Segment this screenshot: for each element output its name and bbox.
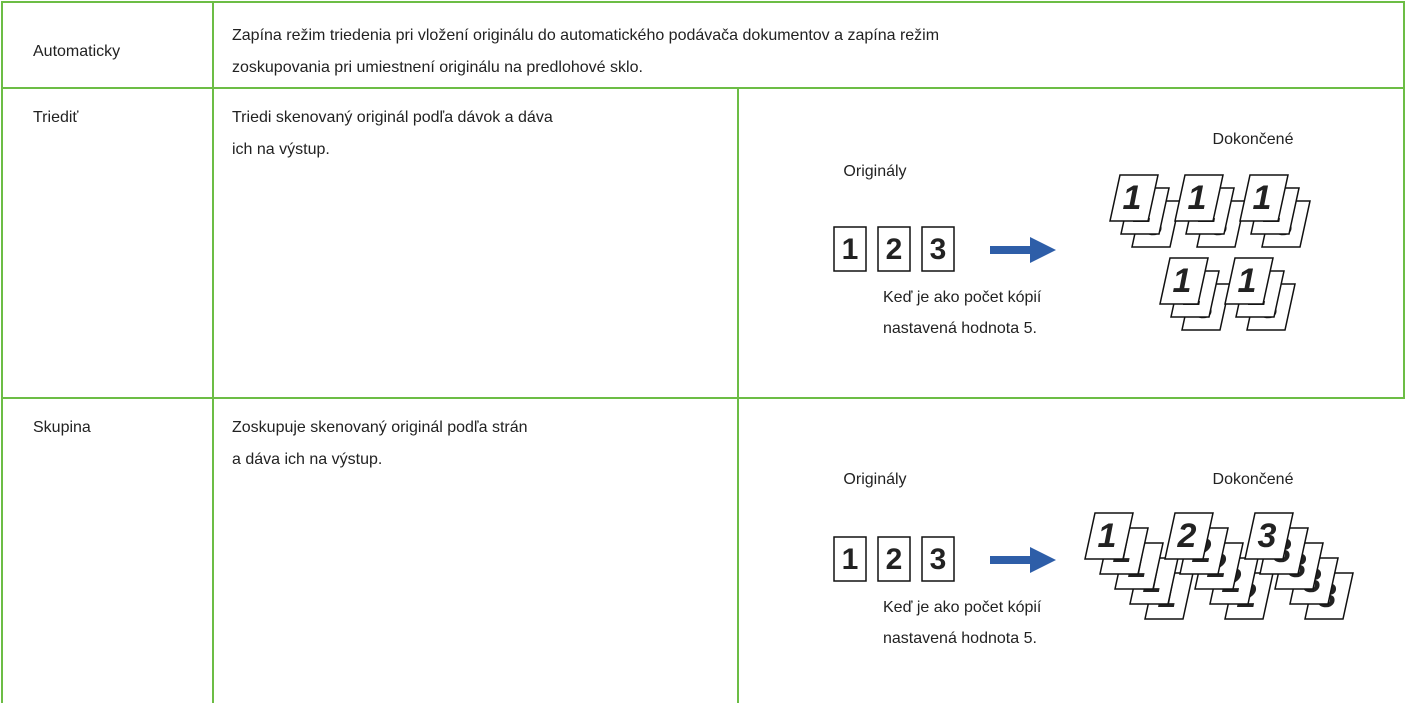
original-page [921, 226, 955, 272]
original-page [877, 536, 911, 582]
page [1174, 174, 1224, 222]
page-digit: 1 [1173, 262, 1192, 300]
row-label: Skupina [33, 419, 91, 436]
originals-label: Originály [843, 471, 906, 488]
page-digit: 1 [1253, 179, 1272, 217]
row-description: Zapína režim triedenia pri vložení origi… [232, 27, 939, 44]
page-digit: 1 [1188, 179, 1207, 217]
original-digit: 2 [886, 543, 903, 576]
original-page [921, 536, 955, 582]
original-page [877, 226, 911, 272]
page [1244, 512, 1294, 560]
arrow [990, 237, 1056, 263]
page [1239, 174, 1289, 222]
note: nastavená hodnota 5. [883, 320, 1037, 337]
original-page [833, 226, 867, 272]
note: nastavená hodnota 5. [883, 630, 1037, 647]
original-digit: 1 [842, 233, 859, 266]
page-digit: 1 [1098, 517, 1117, 555]
original-digit: 3 [930, 233, 947, 266]
arrow [990, 547, 1056, 573]
original-page [833, 536, 867, 582]
original-digit: 1 [842, 543, 859, 576]
page [1109, 174, 1159, 222]
page-digit: 2 [1177, 517, 1197, 555]
page [1084, 512, 1134, 560]
row-label: Triediť [33, 109, 79, 126]
page-digit: 3 [1258, 517, 1277, 555]
original-digit: 2 [886, 233, 903, 266]
page [1224, 257, 1274, 305]
row-description: a dáva ich na výstup. [232, 451, 382, 468]
note: Keď je ako počet kópií [883, 599, 1042, 616]
row-label: Automaticky [33, 43, 120, 60]
page [1159, 257, 1209, 305]
row-description: ich na výstup. [232, 141, 330, 158]
row-description: Triedi skenovaný originál podľa dávok a … [232, 109, 553, 126]
page-digit: 1 [1238, 262, 1257, 300]
row-description: zoskupovania pri umiestnení originálu na… [232, 59, 643, 76]
note: Keď je ako počet kópií [883, 289, 1042, 306]
original-digit: 3 [930, 543, 947, 576]
originals-label: Originály [843, 163, 906, 180]
page-digit: 1 [1123, 179, 1142, 217]
row-description: Zoskupuje skenovaný originál podľa strán [232, 419, 528, 436]
finished-label: Dokončené [1213, 131, 1294, 148]
page [1164, 512, 1214, 560]
finished-label: Dokončené [1213, 471, 1294, 488]
